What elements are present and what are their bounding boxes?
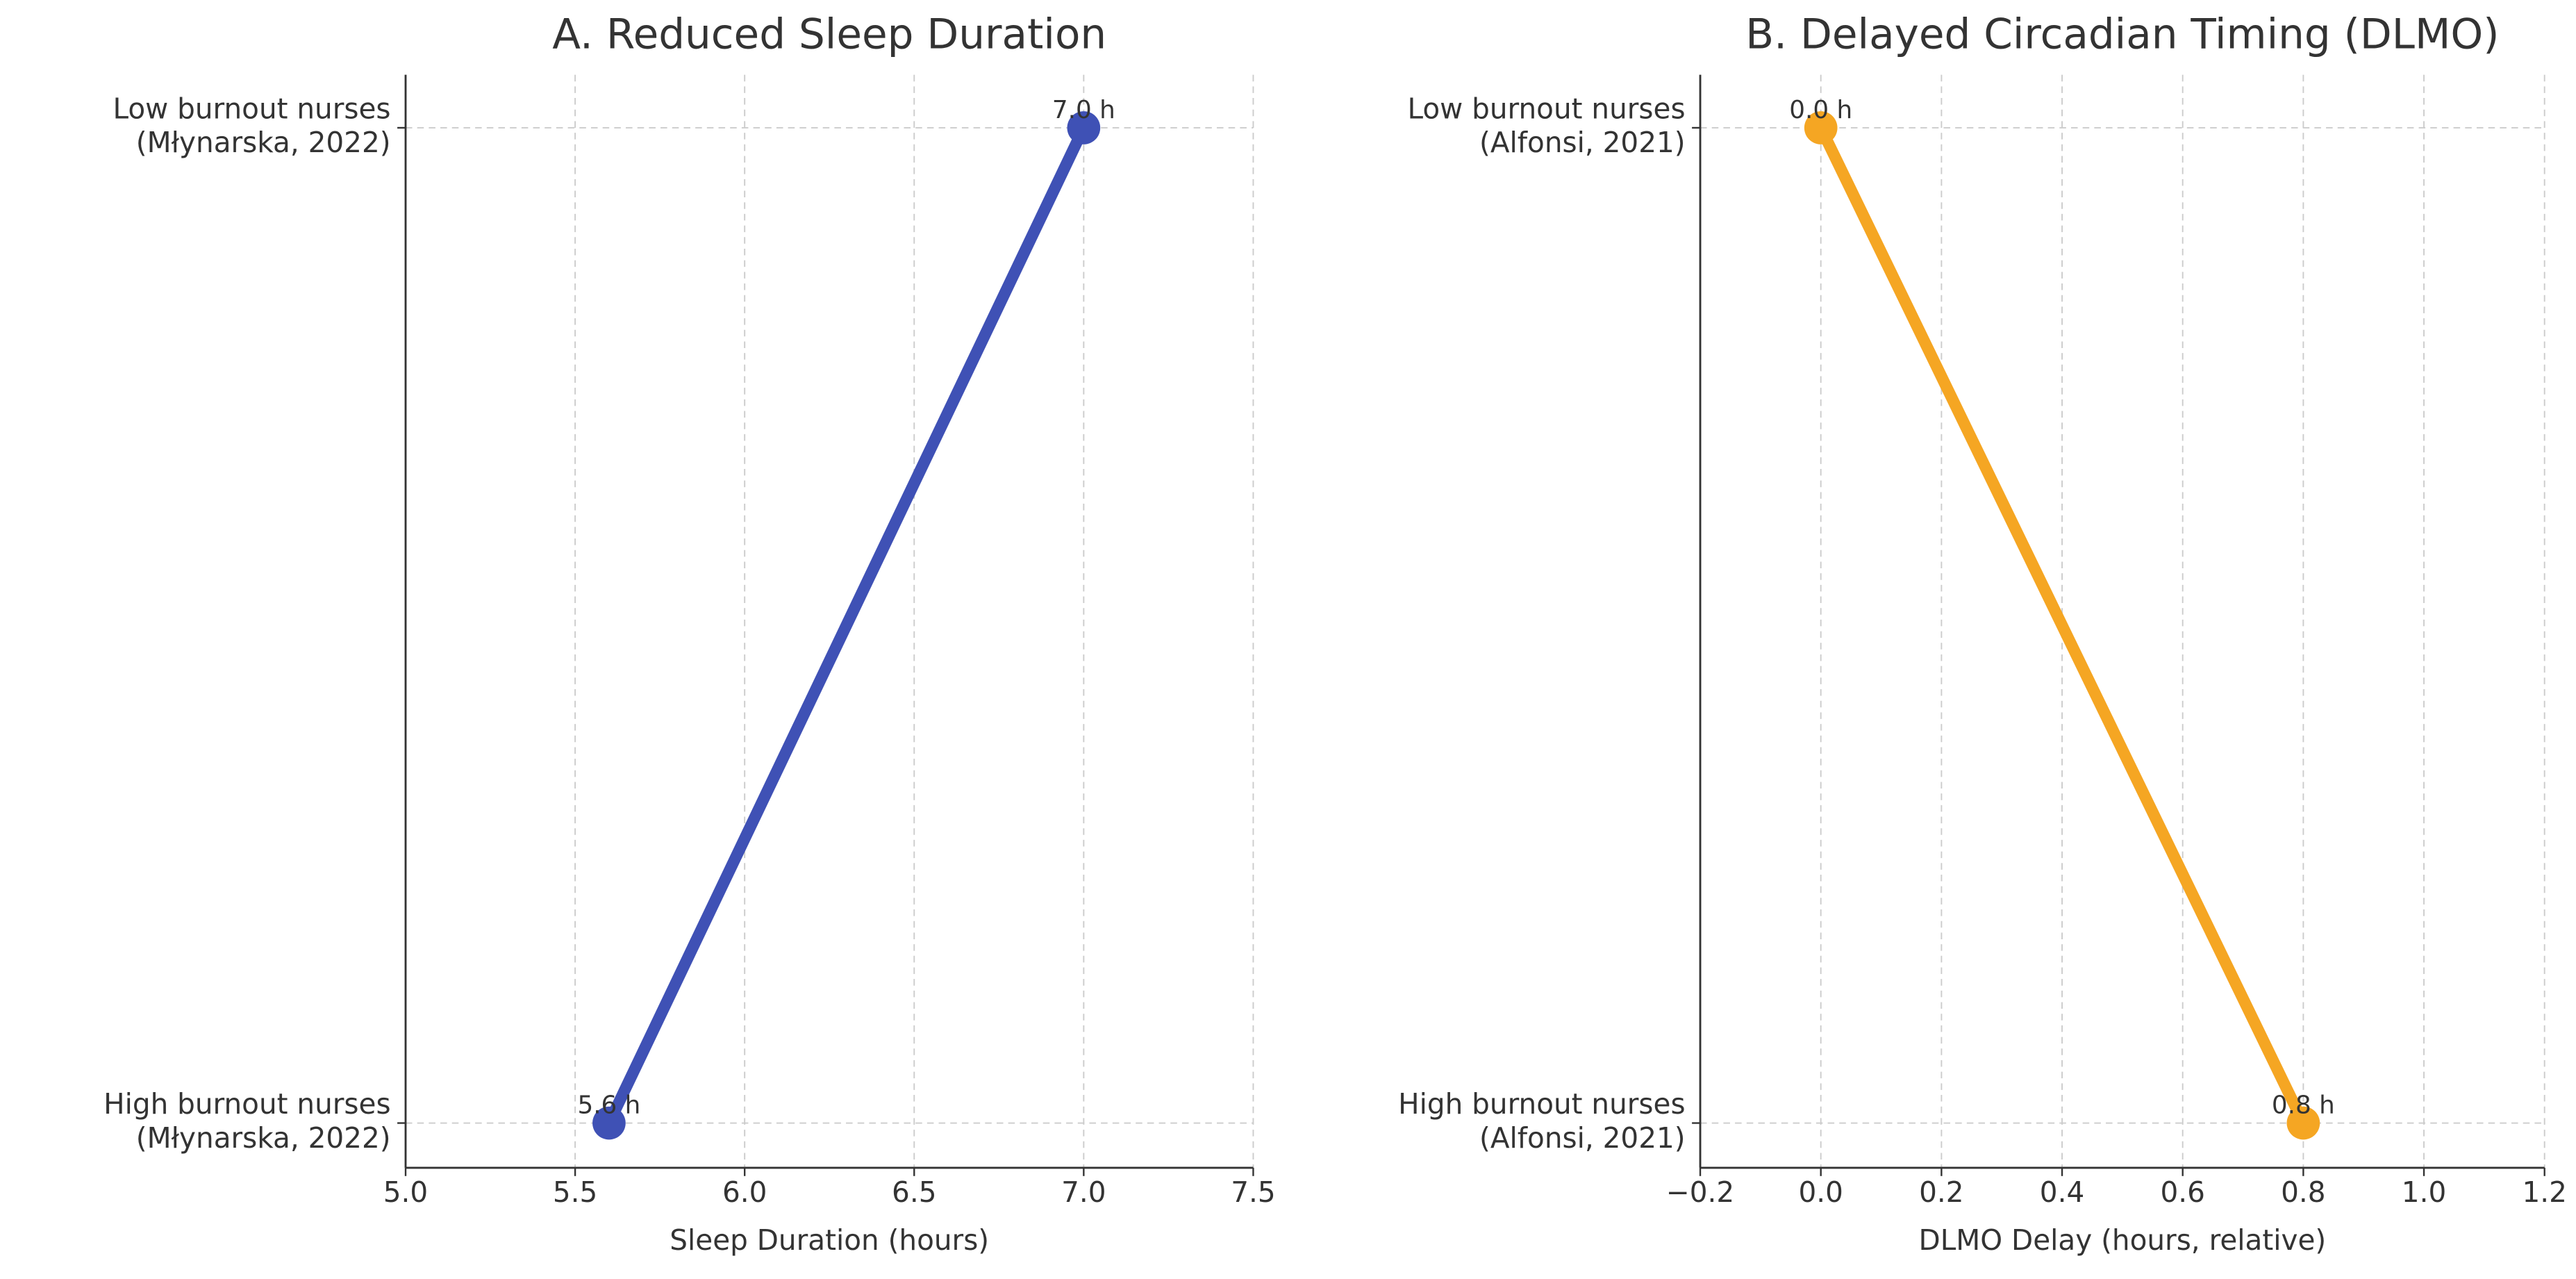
data-line — [1815, 125, 2309, 1126]
value-label: 5.6 h — [577, 1091, 640, 1120]
x-tick-label: 6.5 — [892, 1175, 936, 1209]
data-point — [2286, 1106, 2320, 1140]
chart-title: A. Reduced Sleep Duration — [552, 10, 1106, 58]
x-tick-label: 0.4 — [2040, 1175, 2084, 1209]
x-tick-label: 0.0 — [1798, 1175, 1843, 1209]
data-line — [604, 125, 1089, 1126]
data-point — [1067, 111, 1101, 145]
x-tick-label: −0.2 — [1666, 1175, 1734, 1209]
x-tick-label: 7.5 — [1231, 1175, 1275, 1209]
x-tick-label: 0.6 — [2160, 1175, 2204, 1209]
x-axis-label: Sleep Duration (hours) — [670, 1223, 989, 1257]
value-label: 0.8 h — [2272, 1091, 2335, 1120]
y-tick-label: High burnout nurses (Młynarska, 2022) — [103, 1087, 390, 1155]
y-tick-label: High burnout nurses (Alfonsi, 2021) — [1398, 1087, 1685, 1155]
data-point — [592, 1106, 626, 1140]
y-tick-label: Low burnout nurses (Młynarska, 2022) — [113, 92, 390, 160]
x-tick-label: 5.5 — [553, 1175, 597, 1209]
data-point — [1804, 111, 1838, 145]
chart-title: B. Delayed Circadian Timing (DLMO) — [1745, 10, 2499, 58]
x-axis-label: DLMO Delay (hours, relative) — [1919, 1223, 2327, 1257]
x-tick-label: 1.0 — [2402, 1175, 2446, 1209]
x-tick-label: 0.8 — [2281, 1175, 2325, 1209]
x-tick-label: 1.2 — [2522, 1175, 2566, 1209]
y-tick-label: Low burnout nurses (Alfonsi, 2021) — [1408, 92, 1686, 160]
x-tick-label: 5.0 — [383, 1175, 428, 1209]
x-tick-label: 0.2 — [1919, 1175, 1963, 1209]
value-label: 7.0 h — [1052, 96, 1115, 124]
x-tick-label: 7.0 — [1061, 1175, 1106, 1209]
value-label: 0.0 h — [1789, 96, 1852, 124]
x-tick-label: 6.0 — [722, 1175, 767, 1209]
